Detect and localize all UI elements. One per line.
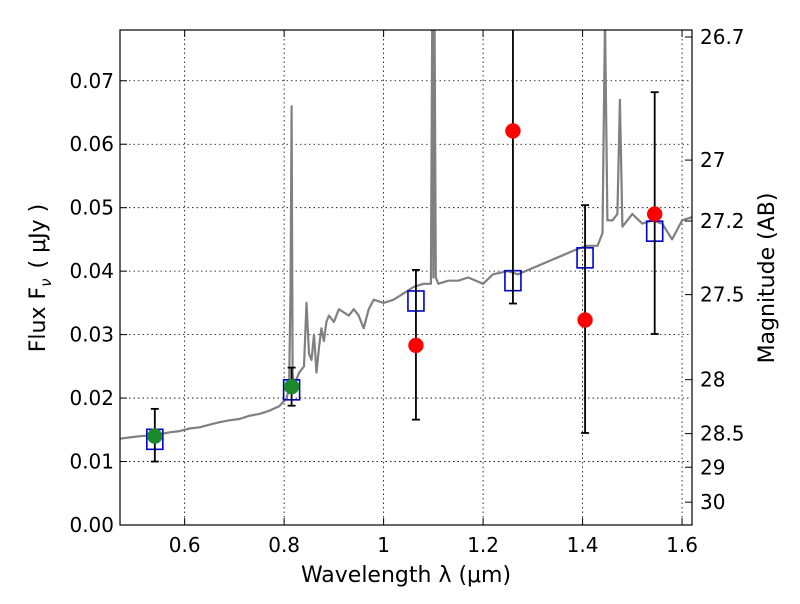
y2-axis-label: Magnitude (AB) — [755, 193, 780, 364]
y2-tick-label: 28 — [700, 368, 725, 392]
svg-text:Flux Fν( μJy ): Flux Fν ( μJy ) — [26, 204, 55, 352]
observed-point — [577, 312, 593, 328]
y2-tick-label: 28.5 — [700, 422, 745, 446]
observed-point — [147, 428, 163, 444]
x-axis-label: Wavelength λ (μm) — [301, 563, 511, 588]
y-axis-label-sub: ν — [37, 278, 55, 286]
x-tick-label: 1.4 — [567, 533, 599, 557]
y-axis-label: Flux Fν ( μJy ) — [26, 204, 55, 352]
y-tick-label: 0.04 — [69, 259, 114, 283]
observed-point — [408, 337, 424, 354]
y-tick-label: 0.06 — [69, 132, 114, 156]
y-axis-label-text: Flux F — [26, 287, 51, 352]
y2-tick-label: 27.2 — [700, 209, 745, 233]
y2-tick-label: 30 — [700, 490, 725, 514]
y-tick-label: 0.02 — [69, 386, 114, 410]
y2-tick-label: 29 — [700, 455, 725, 479]
y-tick-label: 0.07 — [69, 69, 114, 93]
observed-point — [283, 378, 300, 395]
data-layer — [120, 30, 692, 463]
y2-tick-label: 27 — [700, 148, 725, 172]
y-tick-label: 0.03 — [69, 323, 114, 347]
x-tick-label: 1.2 — [467, 533, 499, 557]
x-tick-label: 0.8 — [268, 533, 300, 557]
axis-ticks: 0.6 0.8 1 1.2 1.4 1.6 0.00 0.01 0.02 0.03 0.04 0.05… — [69, 25, 744, 557]
observed-point — [646, 206, 663, 222]
y2-tick-label: 26.7 — [700, 25, 745, 49]
y-tick-label: 0.00 — [69, 513, 114, 537]
plot-frame — [119, 29, 693, 526]
observed-point — [505, 123, 521, 139]
y-axis-label-unit: ( μJy ) — [26, 204, 51, 269]
y2-tick-label: 27.5 — [700, 283, 745, 307]
spectrum-line — [120, 30, 692, 440]
y-tick-label: 0.01 — [69, 450, 114, 474]
y-tick-label: 0.05 — [69, 196, 114, 220]
x-tick-label: 1 — [377, 533, 390, 557]
x-tick-label: 0.6 — [169, 533, 201, 557]
x-tick-label: 1.6 — [666, 533, 698, 557]
